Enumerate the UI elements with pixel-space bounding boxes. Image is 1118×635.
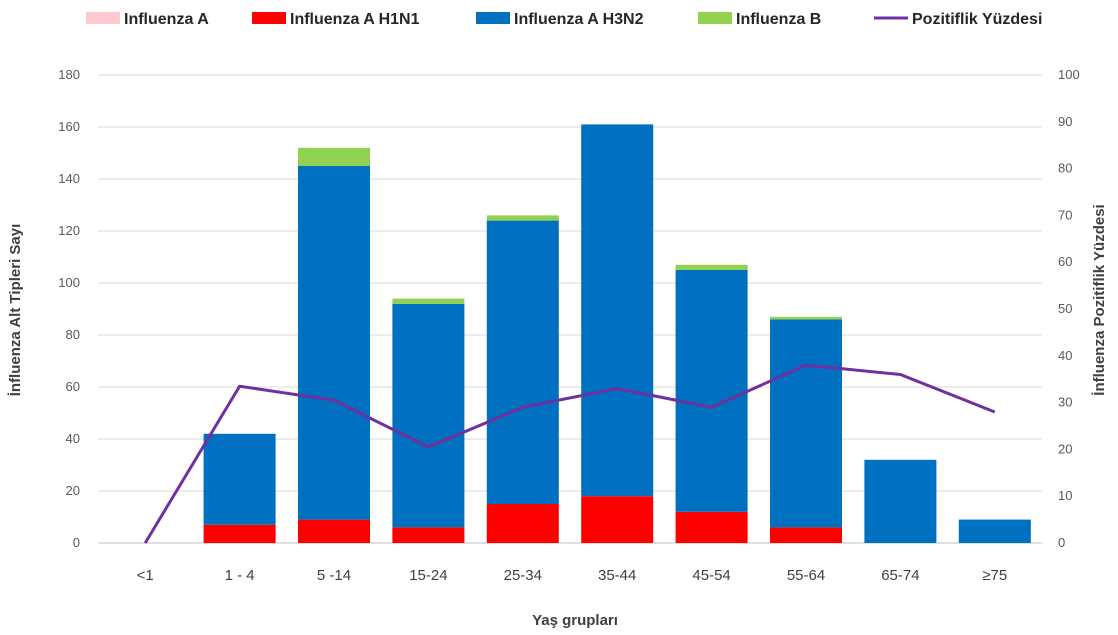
bar-segment	[298, 519, 370, 543]
bar-segment	[770, 527, 842, 543]
y-tick-label: 60	[66, 379, 80, 394]
bar-segment	[581, 124, 654, 497]
legend-label: Influenza A	[124, 11, 209, 28]
positivity-line	[143, 363, 996, 544]
x-tick-label: 65-74	[881, 567, 919, 584]
y-axis-title: İnfluenza Alt Tipleri Sayı	[7, 224, 24, 397]
bar-segment	[486, 504, 559, 543]
y2-tick-label: 70	[1058, 207, 1072, 222]
x-tick-label: 35-44	[598, 567, 636, 584]
y-tick-label: 100	[58, 275, 80, 290]
bar-segment	[203, 524, 276, 543]
y2-tick-label: 80	[1058, 161, 1072, 176]
bar-segment	[392, 303, 465, 528]
bar-segment	[486, 215, 559, 221]
y2-tick-label: 0	[1058, 535, 1065, 550]
bar-segment	[581, 496, 654, 543]
y2-tick-label: 60	[1058, 254, 1072, 269]
bar-segment	[298, 147, 370, 166]
x-tick-label: 15-24	[409, 567, 447, 584]
y-tick-label: 160	[58, 119, 80, 134]
y-tick-label: 80	[66, 327, 80, 342]
y-tick-label: 20	[66, 483, 80, 498]
x-tick-label: 45-54	[692, 567, 730, 584]
legend-label: Pozitiflik Yüzdesi	[912, 11, 1042, 28]
bar-segment	[486, 220, 559, 504]
bar-segment	[958, 519, 1031, 543]
x-tick-label: 55-64	[787, 567, 825, 584]
y2-tick-label: 100	[1058, 67, 1080, 82]
y2-axis-ticks: 0 10 20 30 40 50 60 70 80 90 100	[1058, 67, 1080, 550]
legend-swatch	[476, 12, 510, 24]
x-tick-label: <1	[137, 567, 154, 584]
y2-tick-label: 50	[1058, 301, 1072, 316]
line-series	[143, 363, 996, 544]
x-axis-ticks: <1 1 - 4 5 -14 15-24 25-34 35-44 45-54 55-64 65-…	[137, 567, 1008, 584]
bar-segment	[770, 319, 842, 528]
y2-tick-label: 20	[1058, 441, 1072, 456]
x-axis-title: Yaş grupları	[532, 612, 618, 629]
bar-segment	[298, 166, 370, 520]
bar-segment	[770, 316, 842, 320]
bar-segment	[203, 433, 276, 525]
y2-tick-label: 10	[1058, 488, 1072, 503]
x-tick-label: 1 - 4	[225, 567, 255, 584]
x-tick-label: ≥75	[982, 567, 1007, 584]
legend-swatch	[86, 12, 120, 24]
y-tick-label: 0	[73, 535, 80, 550]
bar-segment	[675, 264, 748, 270]
bar-segment	[392, 298, 465, 304]
legend-swatch	[698, 12, 732, 24]
x-tick-label: 25-34	[504, 567, 542, 584]
y-tick-label: 40	[66, 431, 80, 446]
x-tick-label: 5 -14	[317, 567, 351, 584]
y-tick-label: 120	[58, 223, 80, 238]
y2-tick-label: 40	[1058, 348, 1072, 363]
legend-label: Influenza A H3N2	[514, 11, 644, 28]
legend-swatch	[252, 12, 286, 24]
bar-segment	[675, 270, 748, 512]
bar-segment	[675, 511, 748, 543]
y2-tick-label: 30	[1058, 395, 1072, 410]
y-axis-ticks: 0 20 40 60 80 100 120 140 160 180	[58, 67, 80, 550]
legend: Influenza A Influenza A H1N1 Influenza A H…	[86, 11, 1042, 28]
bar-segment	[392, 527, 465, 543]
bar-segment	[864, 459, 937, 543]
y2-axis-title: İnfluenza Pozitiflik Yüzdesi	[1091, 204, 1108, 395]
legend-label: Influenza B	[736, 11, 821, 28]
y-tick-label: 180	[58, 67, 80, 82]
y-tick-label: 140	[58, 171, 80, 186]
bars	[203, 124, 1031, 543]
legend-label: Influenza A H1N1	[290, 11, 420, 28]
y2-tick-label: 90	[1058, 114, 1072, 129]
